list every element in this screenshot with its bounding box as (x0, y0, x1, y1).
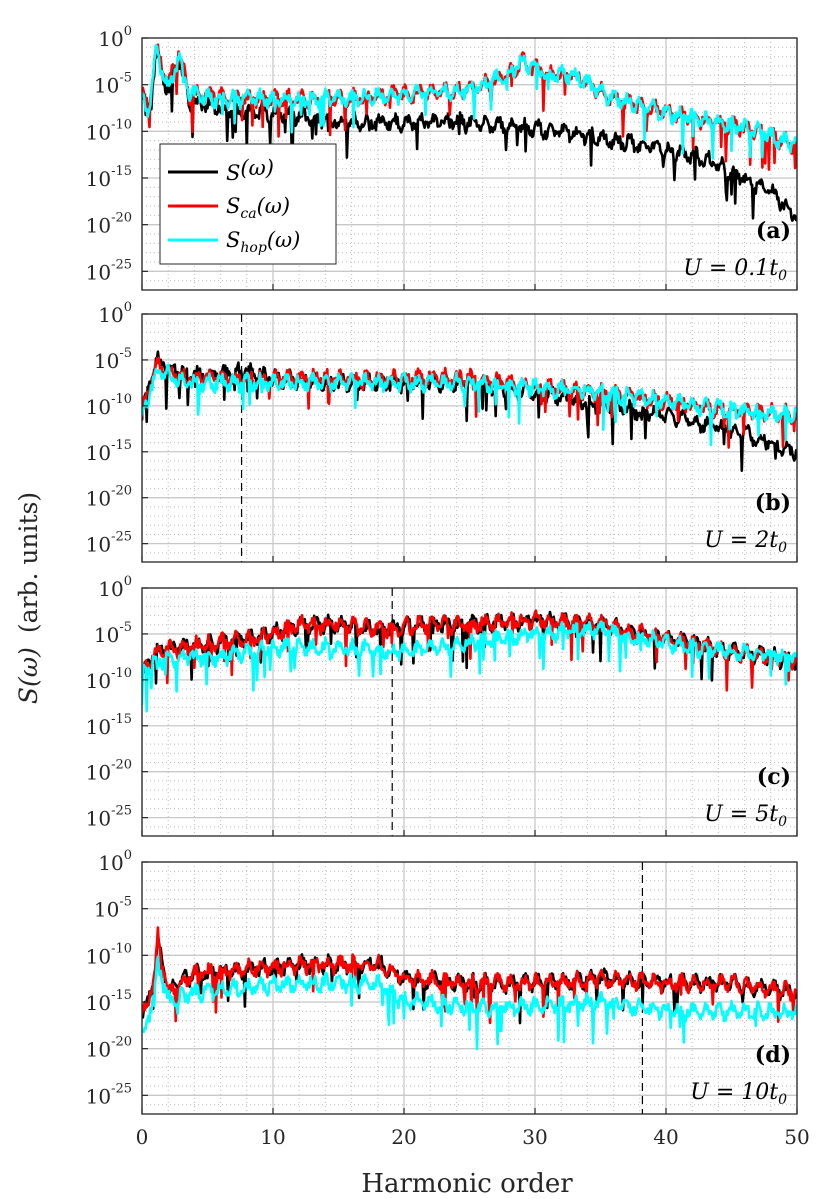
svg-text:S(ω) (arb. units): S(ω) (arb. units) (14, 492, 43, 704)
y-tick-label: 10-20 (86, 211, 132, 238)
y-tick-label: 10-20 (86, 484, 132, 511)
x-axis-title: Harmonic order (361, 1169, 573, 1199)
series-group (142, 43, 797, 222)
y-tick-label: 10-25 (86, 804, 132, 831)
y-tick-label: 10-25 (86, 530, 132, 557)
panel-1: 100 10-5 10-10 10-15 10-20 10-25 (b) U = 2t0 (86, 300, 798, 563)
axes-frame (141, 37, 798, 291)
y-tick-label: 10-10 (86, 117, 132, 144)
y-tick-label: 10-10 (86, 666, 132, 693)
series-group (142, 350, 797, 473)
axes-frame (141, 313, 798, 563)
y-tick-label: 10-5 (94, 620, 132, 647)
y-tick-label: 10-5 (94, 71, 132, 98)
y-tick-label: 100 (98, 300, 132, 327)
x-axis-label: Harmonic order (361, 1169, 573, 1199)
panel-2: 100 10-5 10-10 10-15 10-20 10-25 (c) U = 5t0 (86, 574, 798, 837)
y-tick-label: 10-20 (86, 758, 132, 785)
u-label: U = 2t0 (704, 528, 787, 556)
y-tick-label: 10-5 (94, 346, 132, 373)
panel-label: (d) (755, 1042, 791, 1068)
y-axis-title-main: S(ω) (14, 647, 43, 704)
x-tick-label: 30 (522, 1125, 547, 1149)
y-tick-label: 10-5 (94, 895, 132, 922)
panel-label: (c) (757, 764, 791, 790)
legend: S(ω) Sca(ω) Shop(ω) (159, 143, 337, 265)
series-line-2 (142, 43, 797, 160)
legend-label-sca: Sca(ω) (226, 194, 290, 222)
u-label: U = 10t0 (690, 1080, 787, 1108)
u-label: U = 0.1t0 (683, 256, 787, 284)
series-group (142, 609, 797, 713)
series-line-2 (142, 620, 797, 713)
y-tick-label: 10-15 (86, 712, 132, 739)
y-tick-label: 10-10 (86, 941, 132, 968)
axes-frame (141, 861, 798, 1115)
y-axis-label: S(ω) (arb. units) (14, 492, 43, 704)
legend-label-shop: Shop(ω) (226, 228, 300, 256)
y-tick-label: 10-10 (86, 392, 132, 419)
series-line-1 (142, 926, 797, 1025)
y-tick-label: 10-15 (86, 988, 132, 1015)
legend-box (159, 143, 337, 265)
x-tick-label: 50 (784, 1125, 809, 1149)
y-tick-label: 100 (98, 848, 132, 875)
y-tick-label: 10-15 (86, 438, 132, 465)
plot-area (142, 314, 797, 562)
x-tick-label: 20 (391, 1125, 416, 1149)
panel-label: (a) (756, 218, 791, 244)
legend-label-s: S(ω) (226, 156, 274, 185)
y-tick-label: 100 (98, 24, 132, 51)
panel-label: (b) (755, 490, 791, 516)
series-line-1 (142, 609, 797, 692)
axes-frame (141, 587, 798, 837)
u-label: U = 5t0 (704, 802, 787, 830)
panel-3: 100 10-5 10-10 10-15 10-20 10-250 10 20 30 40 50 (d… (86, 848, 810, 1149)
x-tick-label: 40 (653, 1125, 678, 1149)
y-tick-label: 10-20 (86, 1035, 132, 1062)
y-tick-label: 100 (98, 574, 132, 601)
series-group (142, 926, 797, 1051)
series-line-2 (142, 363, 797, 447)
x-tick-label: 0 (136, 1125, 149, 1149)
y-axis-title-units: (arb. units) (14, 492, 43, 633)
series-line-2 (142, 955, 797, 1051)
y-tick-label: 10-15 (86, 164, 132, 191)
y-tick-label: 10-25 (86, 257, 132, 284)
x-tick-label: 10 (260, 1125, 285, 1149)
y-tick-label: 10-25 (86, 1081, 132, 1108)
